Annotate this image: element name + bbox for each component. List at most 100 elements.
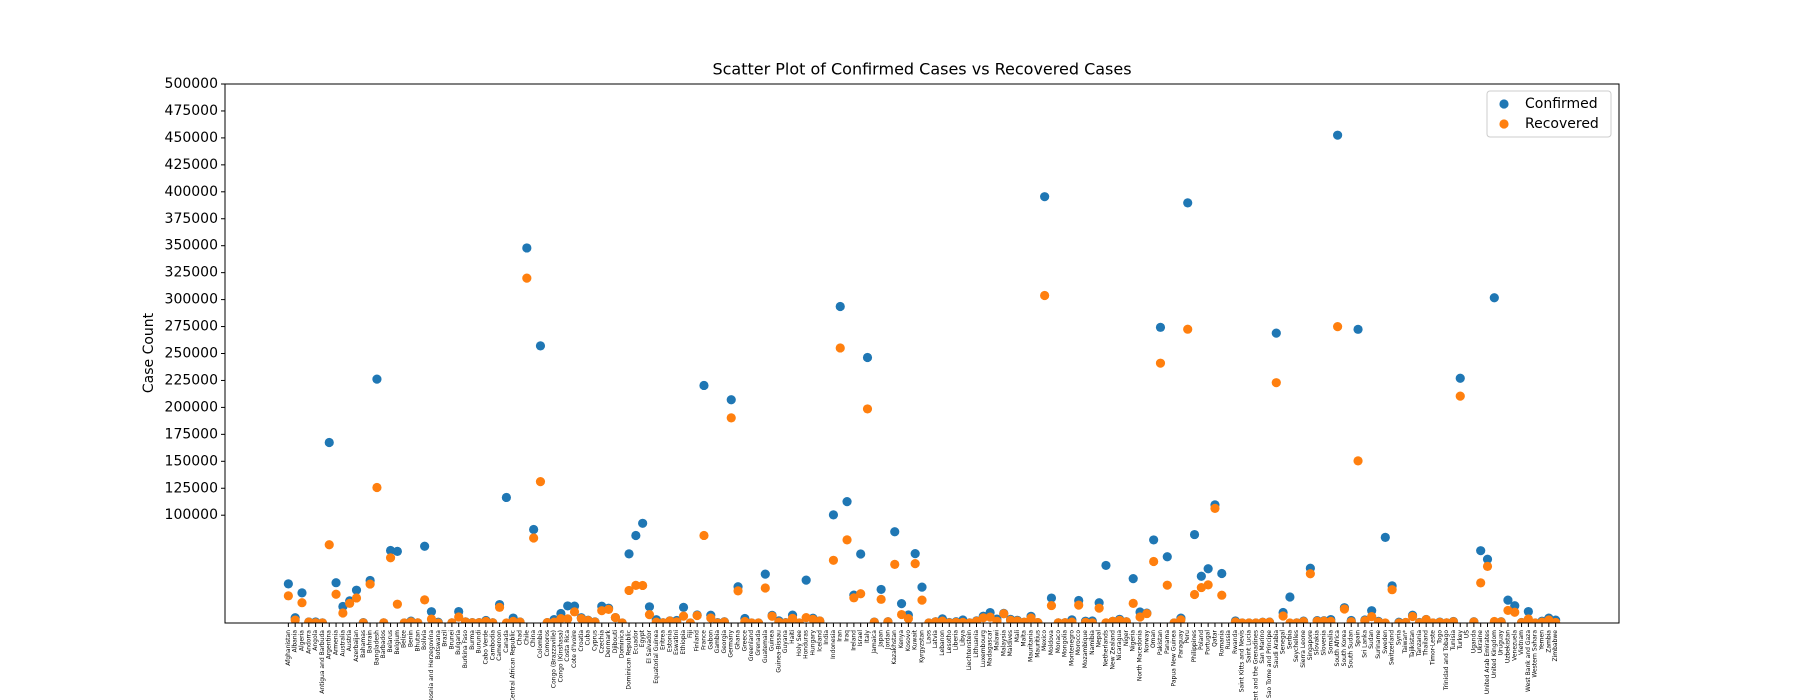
x-tick-label: Cyprus (591, 630, 598, 651)
point (569, 607, 580, 617)
x-tick-label: Pakistan (1157, 630, 1164, 655)
point (283, 591, 293, 601)
x-tick-label: Belarus (387, 630, 394, 653)
point (1176, 615, 1186, 623)
point (426, 607, 437, 617)
point (1482, 561, 1493, 571)
point (529, 533, 539, 543)
point (1101, 560, 1111, 571)
x-tick-label: Nepal (1096, 630, 1103, 648)
x-tick-label: Slovakia (1314, 630, 1321, 656)
x-tick-label: Mauritania (1028, 630, 1035, 662)
x-tick-label: Chad (517, 630, 524, 646)
point (1523, 606, 1533, 617)
legend-marker (1499, 99, 1509, 109)
point (1183, 324, 1193, 334)
x-tick-label: Germany (728, 630, 735, 658)
x-tick-label: China (530, 630, 537, 647)
y-tick-label: 275000 (165, 319, 218, 335)
point (1237, 618, 1247, 623)
point (1421, 615, 1431, 623)
x-tick-label: Mozambique (1082, 630, 1089, 669)
point (563, 614, 573, 623)
point (1510, 607, 1520, 617)
x-tick-label: Mexico (1041, 630, 1048, 651)
point (638, 518, 648, 528)
point (1455, 391, 1465, 401)
x-tick-label: Togo (1436, 630, 1443, 645)
point (644, 610, 655, 620)
x-tick-label: Australia (339, 630, 346, 657)
x-tick-label: South Sudan (1348, 630, 1355, 668)
x-tick-label: Latvia (932, 630, 939, 649)
y-tick-label: 425000 (165, 157, 218, 173)
x-tick-label: Malta (1021, 630, 1028, 647)
point (1196, 571, 1206, 581)
x-tick-label: Greenland (748, 630, 755, 661)
x-tick-label: Bangladesh (373, 630, 380, 665)
point (1380, 532, 1390, 543)
x-tick-label: Ireland (850, 630, 857, 651)
x-tick-label: Mauritius (1034, 630, 1041, 658)
point (1455, 373, 1465, 383)
x-tick-label: Taiwan* (1402, 630, 1409, 654)
x-tick-label: Saint Vincent and the Grenadines (1252, 630, 1259, 700)
point (454, 612, 464, 622)
point (1046, 593, 1057, 603)
x-tick-label: Malawi (993, 630, 1000, 651)
point (1230, 617, 1241, 623)
x-tick-label: Ethiopia (680, 630, 687, 655)
point (283, 579, 293, 589)
x-tick-label: Ukraine (1477, 630, 1484, 653)
x-tick-label: Tanzania (1416, 630, 1423, 657)
point (856, 589, 866, 599)
point (1367, 611, 1377, 622)
point (1067, 617, 1077, 623)
point (297, 598, 307, 608)
point (1189, 589, 1200, 600)
point (917, 582, 927, 592)
x-tick-label: Costa Rica (564, 630, 571, 662)
x-tick-label: Lebanon (939, 630, 946, 656)
point (406, 617, 416, 623)
x-tick-label: Saint Kitts and Nevis (1239, 630, 1246, 692)
point (1094, 603, 1104, 613)
x-tick-label: Ghana (735, 630, 742, 650)
chart-title: Scatter Plot of Confirmed Cases vs Recov… (712, 60, 1131, 79)
point (890, 559, 900, 569)
x-tick-label: Fiji (687, 630, 694, 638)
point (1448, 617, 1459, 623)
x-tick-label: El Salvador (646, 629, 653, 663)
x-tick-label: Peru (1184, 630, 1191, 644)
x-tick-label: Botswana (435, 630, 442, 660)
point (529, 524, 539, 535)
y-tick-label: 225000 (165, 372, 218, 388)
y-axis-label: Case Count (141, 312, 157, 393)
point (1135, 612, 1145, 622)
x-tick-label: Ecuador (632, 629, 639, 654)
x-tick-label: South Korea (1341, 630, 1348, 667)
point (420, 595, 430, 605)
point (1046, 600, 1057, 611)
point (1244, 618, 1254, 623)
x-tick-label: Rwanda (1232, 630, 1239, 654)
x-tick-label: Czechia (598, 630, 605, 654)
y-tick-label: 300000 (165, 292, 218, 308)
point (1496, 617, 1506, 623)
x-tick-label: Portugal (1205, 630, 1212, 655)
y-tick-label: 350000 (165, 238, 218, 254)
x-tick-label: Colombia (537, 630, 544, 659)
point (1217, 568, 1227, 579)
x-tick-label: Gambia (714, 630, 721, 654)
x-tick-label: Japan (878, 630, 885, 648)
point (1149, 556, 1159, 567)
x-tick-label: Uzbekistan (1504, 630, 1511, 663)
point (992, 616, 1002, 623)
point (351, 585, 362, 595)
x-tick-label: Georgia (721, 630, 728, 654)
point (1285, 592, 1295, 602)
x-tick-label: Niger (1123, 629, 1130, 646)
point (1128, 574, 1138, 584)
point (1339, 604, 1350, 614)
point (1271, 378, 1281, 388)
